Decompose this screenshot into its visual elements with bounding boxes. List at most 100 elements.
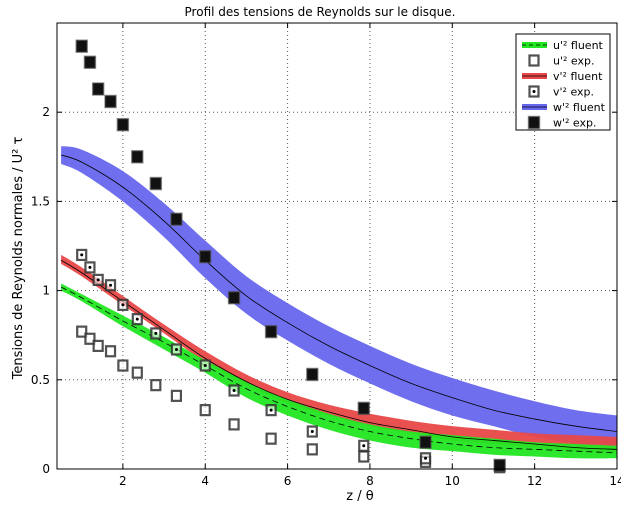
x-tick-label: 2 [119,474,127,488]
w-exp-point [75,39,88,53]
marker-square [527,115,541,130]
legend-label-w-fluent: w'² fluent [553,101,606,114]
w-fluent-band [61,146,618,450]
marker-square [131,150,144,164]
v-exp-point [419,452,432,465]
y-tick-label: 0 [42,462,50,476]
chart-title: Profil des tensions de Reynolds sur le d… [185,5,456,19]
v-exp-point [265,404,277,417]
marker-layer [75,39,506,474]
marker-dot [80,253,84,257]
x-tick-label: 12 [527,474,542,488]
center-line-layer [60,154,618,454]
w-exp-point [493,458,506,473]
v-exp-point [199,359,211,372]
u-exp-point [228,418,240,431]
marker-square [493,458,506,473]
u-exp-point [104,345,117,358]
marker-square [264,324,278,339]
v-exp-point [170,343,183,356]
x-tick-label: 10 [445,474,460,488]
marker-square [91,82,105,96]
v-exp-point [131,313,143,326]
marker-square [104,345,117,358]
v-exp-point [92,273,104,286]
band-layer [61,146,618,459]
marker-dot [154,331,158,335]
v-exp-point [150,327,162,340]
marker-square [131,366,143,379]
marker-dot [121,303,125,307]
marker-dot [203,364,207,368]
marker-square [419,435,432,449]
marker-square [149,176,163,191]
w-exp-point [198,249,212,264]
marker-square [75,39,88,53]
legend-label-u-exp: u'² exp. [553,55,594,68]
u-exp-point [150,379,162,392]
marker-square [150,379,162,392]
u-exp-point [117,359,129,372]
marker-dot [532,90,536,93]
v-exp-point [358,439,370,452]
u-exp-point [199,404,211,417]
marker-square [104,94,117,109]
marker-dot [424,456,428,460]
u-exp-point [131,366,143,379]
w-exp-point [149,176,163,191]
marker-dot [88,265,92,269]
y-tick-label: 1.5 [31,194,50,208]
tick-layer: 2 4 6 8 10 12 14 0 0.5 1 1.5 2 [31,23,621,488]
w-fluent-line [60,154,618,432]
x-tick-label: 14 [609,474,621,488]
w-exp-point [306,367,319,382]
marker-dot [109,283,113,287]
v-exp-point [306,425,318,438]
marker-square [357,401,371,416]
legend: u'² fluent u'² exp. v'² fluent v'² exp. w'² … [515,33,611,131]
v-fluent-line [60,259,618,450]
marker-square [528,54,540,67]
marker-square [92,339,104,353]
x-axis-label: z / θ [346,489,373,504]
marker-square [358,450,370,463]
marker-dot [96,278,100,282]
y-tick-label: 0.5 [31,373,50,387]
legend-label-v-exp: v'² exp. [553,86,594,99]
u-exp-point [76,325,88,338]
marker-square [227,290,241,305]
v-exp-point [228,384,240,397]
marker-dot [362,444,366,448]
u-exp-point [84,332,96,345]
x-tick-label: 8 [366,474,374,488]
w-exp-point [91,82,105,96]
u-exp-point [306,443,318,456]
marker-square [265,432,277,445]
v-exp-point [104,279,117,292]
v-exp-point [84,261,96,274]
marker-dot [232,389,236,393]
marker-square [170,389,183,402]
marker-square [198,249,212,264]
w-exp-point [357,401,371,416]
u-exp-point [265,432,277,445]
marker-square [306,367,319,382]
x-tick-label: 4 [201,474,209,488]
marker-square [117,359,129,372]
v-fluent-band [61,254,618,453]
w-exp-point [264,324,278,339]
v-exp-point [117,298,129,311]
w-exp-point [419,435,432,449]
legend-label-u-fluent: u'² fluent [553,39,604,52]
marker-square [76,325,88,338]
legend-marker-w-exp [527,115,541,130]
legend-label-v-fluent: v'² fluent [553,70,603,83]
marker-square [170,212,183,226]
marker-square [116,117,130,132]
marker-dot [269,408,273,412]
legend-box [515,33,611,131]
marker-dot [174,347,178,351]
x-tick-label: 6 [284,474,292,488]
u-fluent-line [60,286,618,454]
